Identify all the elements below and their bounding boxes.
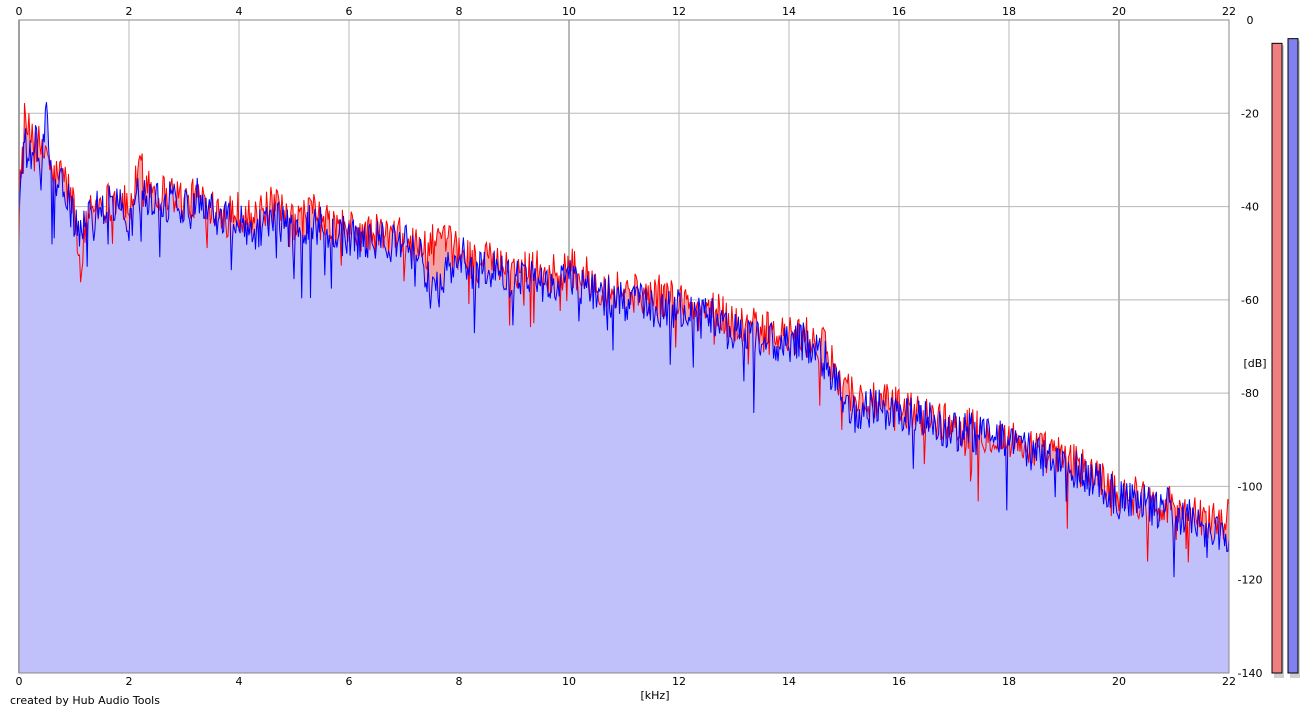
series-area-1 <box>19 102 1229 673</box>
level-meters <box>1271 38 1300 679</box>
x-tick-label-top: 14 <box>782 5 796 18</box>
x-tick-label-bottom: 18 <box>1002 675 1016 688</box>
level-meter-right <box>1287 38 1299 674</box>
x-tick-label-top: 20 <box>1112 5 1126 18</box>
x-tick-label-bottom: 8 <box>456 675 463 688</box>
plot-frame <box>18 19 1230 674</box>
x-tick-label-top: 4 <box>236 5 243 18</box>
x-tick-label-bottom: 14 <box>782 675 796 688</box>
y-tick-label: -40 <box>1241 201 1259 214</box>
y-tick-label: 0 <box>1247 14 1254 27</box>
x-tick-label-top: 16 <box>892 5 906 18</box>
x-tick-label-top: 0 <box>16 5 23 18</box>
x-tick-label-top: 10 <box>562 5 576 18</box>
x-tick-label-bottom: 2 <box>126 675 133 688</box>
y-tick-label: -60 <box>1241 294 1259 307</box>
x-tick-label-top: 2 <box>126 5 133 18</box>
credit-text: created by Hub Audio Tools <box>10 694 160 707</box>
y-axis-label: [dB] <box>1243 357 1266 370</box>
y-tick-label: -100 <box>1238 480 1263 493</box>
x-tick-label-bottom: 4 <box>236 675 243 688</box>
x-tick-label-bottom: 20 <box>1112 675 1126 688</box>
y-tick-label: -120 <box>1238 574 1263 587</box>
x-tick-label-top: 8 <box>456 5 463 18</box>
x-tick-label-top: 6 <box>346 5 353 18</box>
series-layer <box>18 102 1230 674</box>
x-axis-label: [kHz] <box>641 689 670 702</box>
y-tick-label: -80 <box>1241 387 1259 400</box>
x-tick-label-bottom: 0 <box>16 675 23 688</box>
series-line-1 <box>18 102 1230 578</box>
level-meter-left <box>1271 42 1283 674</box>
x-tick-label-bottom: 16 <box>892 675 906 688</box>
x-tick-label-bottom: 22 <box>1222 675 1236 688</box>
y-tick-label: -20 <box>1241 107 1259 120</box>
x-tick-label-bottom: 10 <box>562 675 576 688</box>
x-tick-label-top: 12 <box>672 5 686 18</box>
x-tick-label-top: 18 <box>1002 5 1016 18</box>
x-tick-label-bottom: 6 <box>346 675 353 688</box>
y-tick-label: -140 <box>1238 667 1263 680</box>
x-tick-label-bottom: 12 <box>672 675 686 688</box>
tick-labels: 002244668810101212141416161818202022220-… <box>16 5 1263 688</box>
x-tick-label-top: 22 <box>1222 5 1236 18</box>
